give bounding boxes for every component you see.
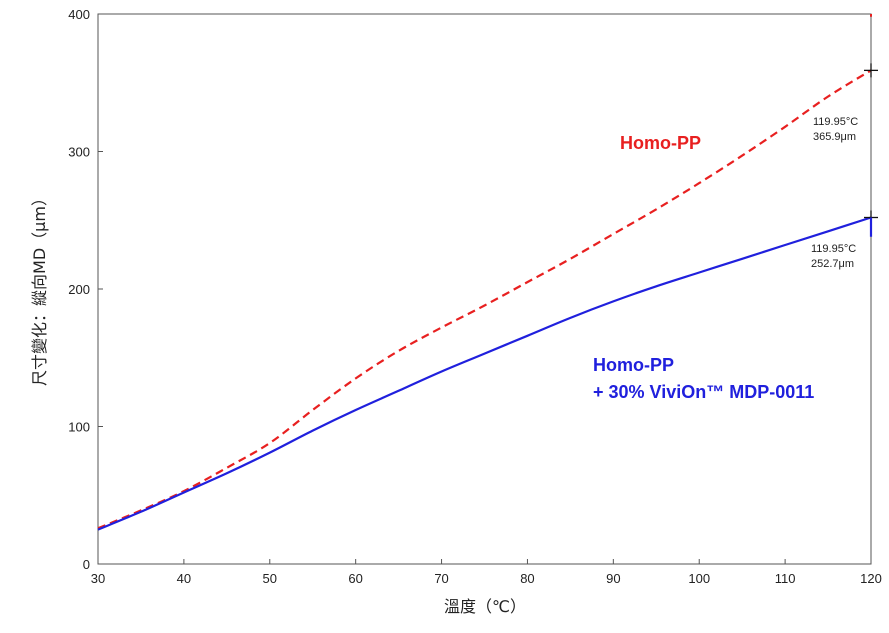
x-tick-label: 50	[263, 571, 277, 586]
x-tick-label: 30	[91, 571, 105, 586]
x-tick-label: 60	[348, 571, 362, 586]
series-layer	[97, 69, 872, 531]
x-tick-label: 40	[177, 571, 191, 586]
x-tick-label: 80	[520, 571, 534, 586]
y-axis-title: 尺寸變化：縱向MD（μm）	[30, 190, 49, 386]
callout-blue-value: 252.7μm	[811, 258, 854, 270]
y-axis-ticks: 0 100 200 300 400	[68, 7, 103, 572]
x-tick-label: 90	[606, 571, 620, 586]
callout-red-value: 365.9μm	[813, 131, 856, 143]
plot-area-border	[97, 13, 872, 565]
y-tick-label: 0	[83, 557, 90, 572]
y-tick-label: 200	[68, 282, 90, 297]
y-tick-label: 100	[68, 420, 90, 435]
y-tick-label: 400	[68, 7, 90, 22]
endpoint-markers	[864, 14, 878, 237]
series-label-blend-line1: Homo-PP	[593, 355, 674, 375]
x-tick-label: 100	[688, 571, 710, 586]
x-tick-label: 70	[434, 571, 448, 586]
x-tick-label: 110	[775, 571, 796, 586]
series-label-homo-pp: Homo-PP	[620, 133, 701, 153]
callout-red-temp: 119.95°C	[813, 116, 858, 128]
series-line-1	[97, 216, 872, 531]
x-axis-title: 溫度（℃）	[444, 597, 526, 616]
callout-blue-temp: 119.95°C	[811, 243, 856, 255]
x-tick-label: 120	[860, 571, 882, 586]
plot-frame	[97, 13, 872, 565]
x-axis-ticks: 30 40 50 60 70 80 90 100 110 120	[91, 559, 882, 586]
series-line-0	[97, 69, 872, 530]
y-tick-label: 300	[68, 145, 90, 160]
series-label-blend-line2: + 30% ViviOn™ MDP-0011	[593, 382, 814, 402]
